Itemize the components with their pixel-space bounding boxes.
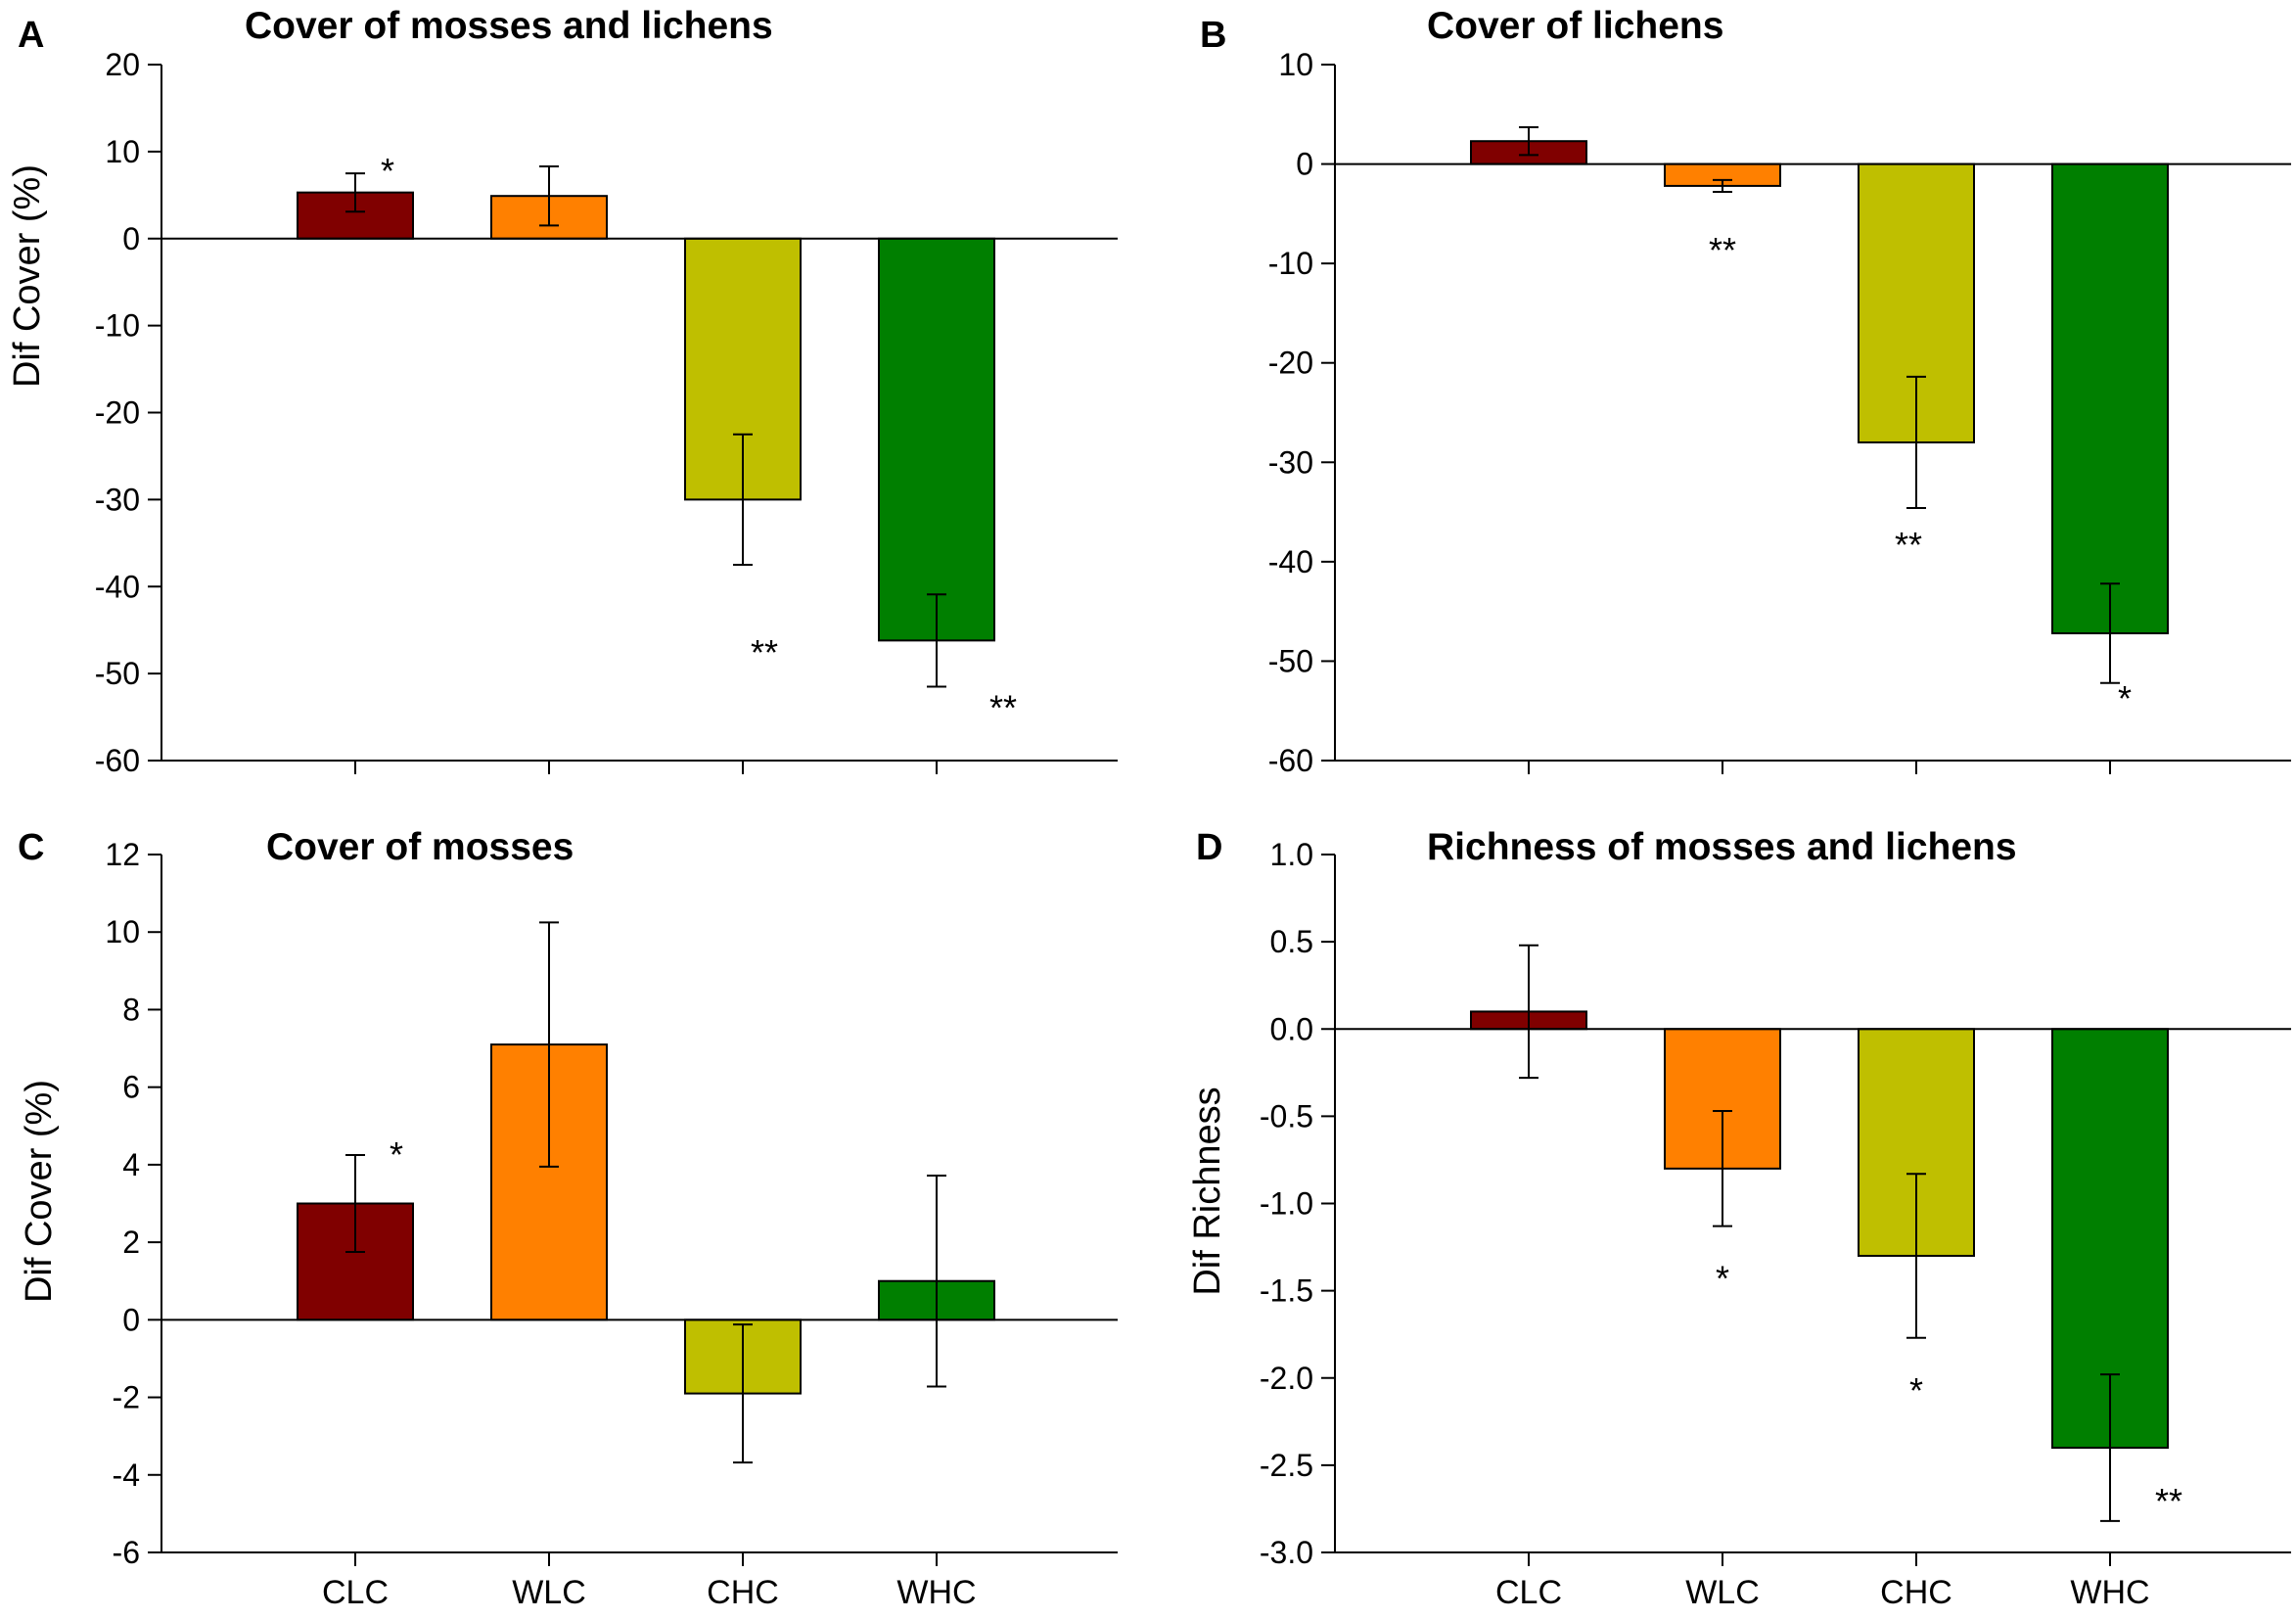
panel-c-y-axis-label: Dif Cover (%) <box>19 1080 60 1303</box>
y-tick-label: 8 <box>122 992 140 1027</box>
y-tick-label: -1.0 <box>1260 1186 1313 1222</box>
y-tick-label: 12 <box>105 837 140 872</box>
x-tick-label-whc: WHC <box>896 1574 976 1611</box>
y-tick-label: 1.0 <box>1270 837 1313 872</box>
significance-marker-chc: ** <box>1895 525 1922 565</box>
y-tick-label: 0 <box>1296 147 1313 182</box>
y-tick-label: 0 <box>122 221 140 256</box>
significance-marker-whc: ** <box>2155 1481 2182 1521</box>
x-tick-label-chc: CHC <box>1880 1574 1952 1611</box>
y-tick-label: 0 <box>122 1302 140 1337</box>
significance-marker-wlc: ** <box>1709 230 1736 270</box>
y-tick-label: -40 <box>95 569 140 604</box>
significance-marker-chc: ** <box>751 632 778 672</box>
panel-b: B Cover of lichens 10 0 -10 -20 -30 -40 -50 -60… <box>1200 5 2291 778</box>
x-tick-label-chc: CHC <box>707 1574 779 1611</box>
panel-d-y-axis-label: Dif Richness <box>1187 1087 1228 1295</box>
y-tick-label: 4 <box>122 1147 140 1182</box>
x-tick-label-clc: CLC <box>322 1574 389 1611</box>
x-tick-label-whc: WHC <box>2070 1574 2149 1611</box>
panel-a-y-axis-label: Dif Cover (%) <box>7 164 48 388</box>
x-tick-label-wlc: WLC <box>512 1574 586 1611</box>
y-tick-label: -0.5 <box>1260 1098 1313 1133</box>
y-tick-label: 0.0 <box>1270 1011 1313 1046</box>
y-tick-label: -60 <box>1268 743 1313 778</box>
bar-whc <box>2051 162 2169 634</box>
y-tick-label: 20 <box>105 47 140 82</box>
y-tick-label: 10 <box>105 134 140 169</box>
y-tick-label: 10 <box>105 914 140 949</box>
y-tick-label: -30 <box>1268 444 1313 480</box>
y-tick-label: -2.5 <box>1260 1448 1313 1483</box>
panel-c-plot: 12 10 8 6 4 2 0 -2 -4 -6 CLC * WLC CHC WHC <box>105 837 1118 1611</box>
y-tick-label: -4 <box>113 1457 140 1493</box>
y-tick-label: -1.5 <box>1260 1273 1313 1309</box>
significance-marker-wlc: * <box>1716 1259 1729 1299</box>
y-tick-label: -60 <box>95 743 140 778</box>
y-tick-label: -3.0 <box>1260 1535 1313 1570</box>
y-tick-label: -2.0 <box>1260 1361 1313 1396</box>
panel-c: C Cover of mosses Dif Cover (%) 12 10 8 6 4 2… <box>18 826 1118 1611</box>
x-tick-label-wlc: WLC <box>1685 1574 1760 1611</box>
panel-b-letter: B <box>1200 15 1226 56</box>
y-tick-label: -30 <box>95 482 140 517</box>
y-tick-label: -10 <box>1268 246 1313 281</box>
y-tick-label: -50 <box>95 656 140 691</box>
y-tick-label: -20 <box>95 395 140 431</box>
y-tick-label: 10 <box>1278 47 1313 82</box>
panel-b-title: Cover of lichens <box>1427 5 1723 47</box>
panel-a: A Cover of mosses and lichens Dif Cover … <box>7 5 1118 778</box>
y-tick-label: -20 <box>1268 346 1313 381</box>
panel-d: D Richness of mosses and lichens Dif Ric… <box>1187 826 2291 1611</box>
y-tick-label: 6 <box>122 1070 140 1105</box>
significance-marker-whc: * <box>2118 678 2132 718</box>
panel-d-letter: D <box>1196 827 1222 868</box>
y-tick-label: -6 <box>113 1535 140 1570</box>
significance-marker-chc: * <box>1909 1370 1923 1411</box>
x-tick-label-clc: CLC <box>1495 1574 1562 1611</box>
panel-d-plot: 1.0 0.5 0.0 -0.5 -1.0 -1.5 -2.0 -2.5 -3.0 CLC WLC *… <box>1260 837 2291 1611</box>
y-tick-label: -10 <box>95 308 140 344</box>
panel-c-title: Cover of mosses <box>266 826 574 868</box>
panel-d-title: Richness of mosses and lichens <box>1427 826 2017 868</box>
y-tick-label: 2 <box>122 1225 140 1260</box>
panel-a-letter: A <box>18 15 44 56</box>
significance-marker-whc: ** <box>989 687 1017 727</box>
bar-whc <box>878 237 995 642</box>
y-tick-label: 0.5 <box>1270 924 1313 959</box>
significance-marker-clc: * <box>381 151 394 191</box>
significance-marker-clc: * <box>390 1134 403 1175</box>
panel-c-letter: C <box>18 827 44 868</box>
y-tick-label: -50 <box>1268 643 1313 678</box>
panel-a-title: Cover of mosses and lichens <box>245 5 773 47</box>
panel-b-plot: 100-10-20-30-40-50-60***** <box>1268 47 2291 778</box>
y-tick-label: -2 <box>113 1380 140 1415</box>
y-tick-label: -40 <box>1268 544 1313 579</box>
